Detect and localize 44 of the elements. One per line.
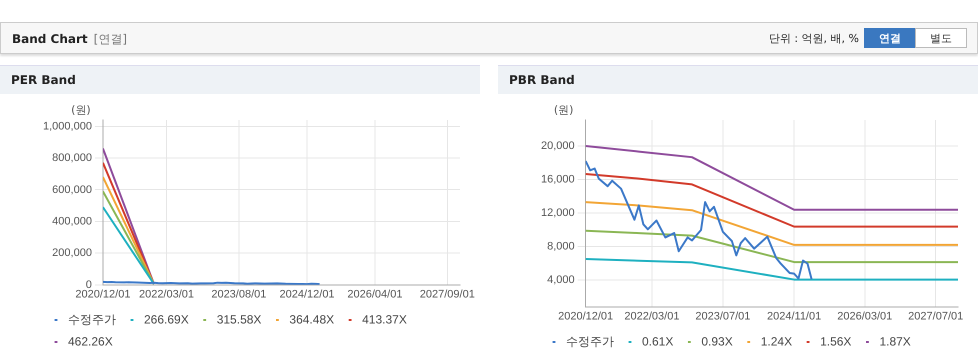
text: Band Chart [12,32,88,46]
text: 연결 [864,28,916,48]
legend-label: 수정주가 [566,334,614,348]
chart-title: PER Band [0,65,480,94]
y-tick-label: 16,000 [540,174,575,186]
x-tick-label: 2026/04/01 [347,288,402,300]
y-tick-label: 1,000,000 [43,120,92,132]
x-tick-label: 2027/07/01 [908,310,964,322]
legend-label: 1.56X [820,334,852,348]
x-tick-label: 2020/12/01 [558,310,614,322]
x-tick-label: 2024/12/01 [280,288,335,300]
y-tick-label: 800,000 [52,152,92,164]
y-tick-label: 12,000 [540,207,575,220]
x-tick-label: 2022/03/01 [624,310,680,322]
y-tick-label: 0 [86,278,92,291]
x-tick-label: 2026/03/01 [837,310,892,322]
y-tick-label: 4,000 [547,274,575,286]
text: [연결] [94,32,128,46]
x-tick-label: 2022/03/01 [138,288,194,300]
text: 별도 [915,28,967,48]
legend-label: 1.87X [879,334,911,348]
legend-label: 462.26X [68,334,113,348]
y-tick-label: 400,000 [52,215,92,228]
x-tick-label: 2024/11/01 [766,310,822,322]
y-tick-label: 200,000 [52,247,92,260]
x-tick-label: 2023/07/01 [695,310,750,322]
legend-label: 266.69X [144,312,189,326]
y-tick-label: 600,000 [52,184,92,196]
x-tick-label: 2023/08/01 [211,288,266,300]
x-tick-label: 2027/09/01 [420,288,475,300]
chart-title: PBR Band [498,65,978,94]
legend-label: 0.93X [701,334,733,348]
x-tick-label: 2020/12/01 [75,288,130,300]
legend-label: 413.37X [362,312,407,326]
legend-label: 315.58X [216,312,262,326]
legend-label: 수정주가 [68,312,116,326]
legend-label: 1.24X [760,334,792,348]
text: 단위 : 억원, 배, % [768,31,859,46]
legend-label: 364.48X [289,312,334,326]
legend-label: 0.61X [642,334,674,348]
y-tick-label: 20,000 [540,140,575,152]
y-axis-title: (원) [554,103,574,116]
y-tick-label: 8,000 [547,240,575,253]
y-axis-title: (원) [71,103,91,116]
